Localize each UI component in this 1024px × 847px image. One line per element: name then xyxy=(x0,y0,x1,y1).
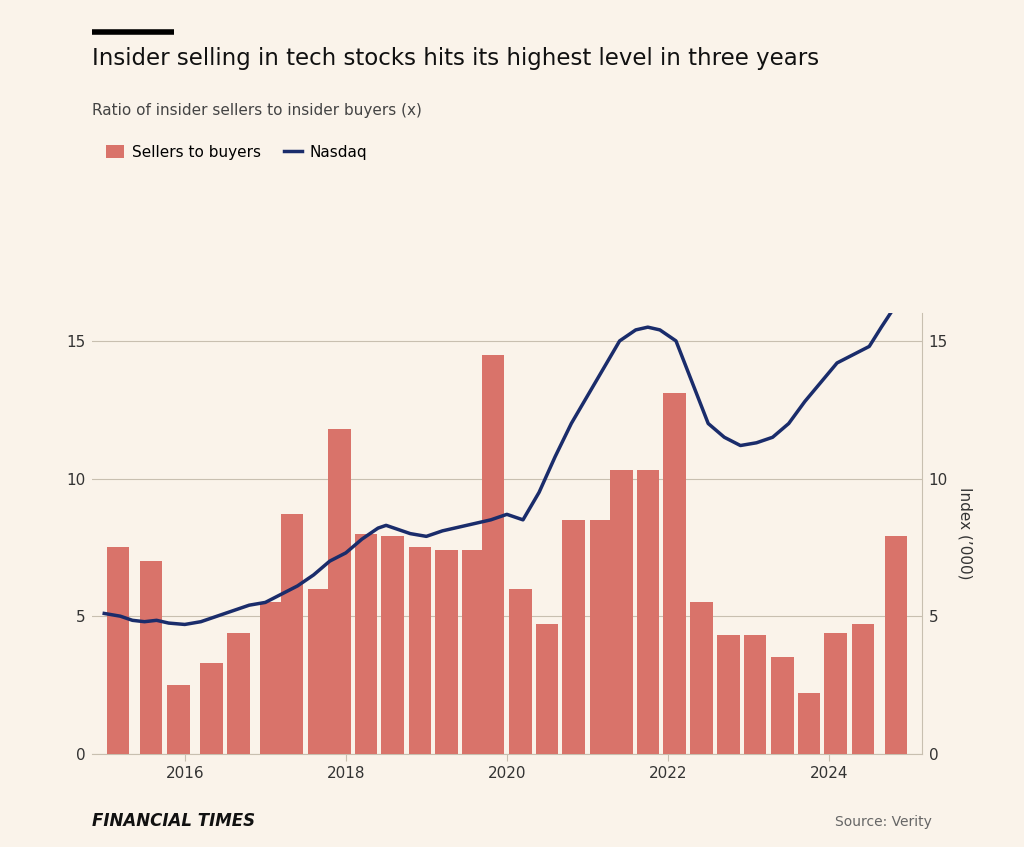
Bar xyxy=(328,429,350,754)
Bar xyxy=(381,536,403,754)
Bar xyxy=(482,355,505,754)
Text: Ratio of insider sellers to insider buyers (x): Ratio of insider sellers to insider buye… xyxy=(92,103,422,119)
Bar xyxy=(106,547,129,754)
Bar xyxy=(462,551,484,754)
Bar xyxy=(435,551,458,754)
Legend: Sellers to buyers, Nasdaq: Sellers to buyers, Nasdaq xyxy=(99,139,374,166)
Bar xyxy=(509,589,531,754)
Bar xyxy=(690,602,713,754)
Bar xyxy=(308,589,331,754)
Bar xyxy=(139,561,162,754)
Bar xyxy=(227,633,250,754)
Bar xyxy=(885,536,907,754)
Bar xyxy=(824,633,847,754)
Bar xyxy=(664,393,686,754)
Bar xyxy=(167,685,189,754)
Bar xyxy=(610,470,633,754)
Text: Insider selling in tech stocks hits its highest level in three years: Insider selling in tech stocks hits its … xyxy=(92,47,819,69)
Text: Source: Verity: Source: Verity xyxy=(835,815,932,829)
Bar xyxy=(798,693,820,754)
Bar xyxy=(637,470,659,754)
Bar xyxy=(281,514,303,754)
Bar xyxy=(743,635,766,754)
Bar xyxy=(200,663,222,754)
Bar xyxy=(409,547,431,754)
Text: FINANCIAL TIMES: FINANCIAL TIMES xyxy=(92,811,255,830)
Y-axis label: Index (’000): Index (’000) xyxy=(957,487,973,580)
Bar xyxy=(260,602,283,754)
Bar xyxy=(852,624,874,754)
Bar xyxy=(717,635,739,754)
Bar xyxy=(771,657,794,754)
Bar xyxy=(590,520,612,754)
Bar xyxy=(354,534,377,754)
Bar xyxy=(562,520,585,754)
Bar xyxy=(536,624,558,754)
